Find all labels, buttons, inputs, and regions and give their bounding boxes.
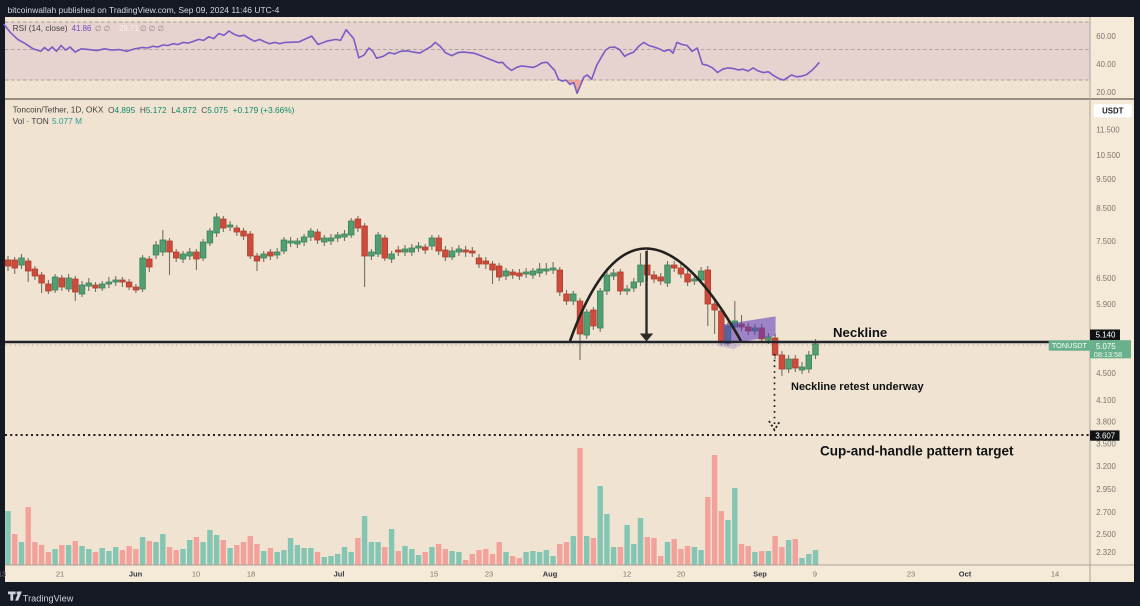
svg-text:Jul: Jul: [334, 569, 345, 578]
svg-text:Oct: Oct: [959, 569, 972, 578]
svg-text:3.800: 3.800: [1096, 417, 1116, 426]
svg-text:9: 9: [813, 569, 817, 578]
svg-text:5.900: 5.900: [1096, 300, 1116, 309]
svg-text:5.140: 5.140: [1096, 331, 1116, 340]
svg-text:60.00: 60.00: [1096, 32, 1116, 41]
svg-text:8.500: 8.500: [1096, 204, 1116, 213]
svg-text:Jun: Jun: [129, 569, 143, 578]
svg-text:23: 23: [907, 569, 915, 578]
svg-text:10.500: 10.500: [1096, 151, 1121, 160]
svg-text:13: 13: [0, 569, 6, 578]
svg-text:2.320: 2.320: [1096, 548, 1116, 557]
svg-text:23: 23: [485, 569, 493, 578]
svg-text:08:13:58: 08:13:58: [1094, 350, 1122, 359]
svg-text:2.500: 2.500: [1096, 530, 1116, 539]
svg-text:TradingView: TradingView: [23, 594, 74, 604]
svg-text:2.950: 2.950: [1096, 485, 1116, 494]
svg-text:4.100: 4.100: [1096, 396, 1116, 405]
svg-text:40.00: 40.00: [1096, 60, 1116, 69]
svg-text:∅ ∅: ∅ ∅: [95, 24, 111, 33]
svg-text:RSI (14, close): RSI (14, close): [13, 23, 68, 33]
svg-text:3.500: 3.500: [1096, 439, 1116, 448]
svg-text:20.00: 20.00: [1096, 88, 1116, 97]
svg-text:USDT: USDT: [1102, 106, 1123, 115]
svg-text:12: 12: [623, 569, 631, 578]
svg-text:3.200: 3.200: [1096, 462, 1116, 471]
svg-text:21: 21: [56, 569, 64, 578]
svg-text:3.607: 3.607: [1095, 431, 1115, 440]
svg-text:10: 10: [192, 569, 200, 578]
svg-text:14: 14: [1051, 569, 1059, 578]
svg-text:Sep: Sep: [753, 569, 767, 578]
svg-text:7.500: 7.500: [1096, 237, 1116, 246]
svg-text:15: 15: [430, 569, 438, 578]
svg-text:20: 20: [677, 569, 685, 578]
svg-text:41.86: 41.86: [72, 24, 92, 33]
svg-text:Toncoin/Tether, 1D, OKX: Toncoin/Tether, 1D, OKX: [13, 105, 104, 115]
svg-text:Vol · TON: Vol · TON: [13, 116, 49, 126]
svg-text:bitcoinwallah published on Tra: bitcoinwallah published on TradingView.c…: [8, 5, 280, 15]
svg-text:11.500: 11.500: [1096, 125, 1120, 134]
svg-text:6.500: 6.500: [1096, 274, 1116, 283]
svg-text:∅ ∅ ∅: ∅ ∅ ∅: [140, 24, 164, 33]
svg-text:Neckline: Neckline: [833, 325, 887, 340]
svg-text:29.71: 29.71: [119, 24, 139, 33]
svg-text:4.500: 4.500: [1096, 369, 1116, 378]
svg-text:18: 18: [247, 569, 255, 578]
svg-text:9.500: 9.500: [1096, 175, 1116, 184]
svg-text:TONUSDT: TONUSDT: [1052, 341, 1088, 350]
svg-text:Aug: Aug: [543, 569, 558, 578]
svg-text:5.075: 5.075: [1096, 342, 1116, 351]
svg-text:O4.895 H5.172 L4.872 C5.075: O4.895 H5.172 L4.872 C5.075 +0.179 (+3.6…: [108, 105, 295, 115]
svg-text:5.077 M: 5.077 M: [52, 116, 82, 126]
svg-text:2.700: 2.700: [1096, 508, 1116, 517]
svg-text:Neckline retest underway: Neckline retest underway: [791, 381, 925, 393]
svg-text:Cup-and-handle pattern target: Cup-and-handle pattern target: [820, 444, 1014, 459]
